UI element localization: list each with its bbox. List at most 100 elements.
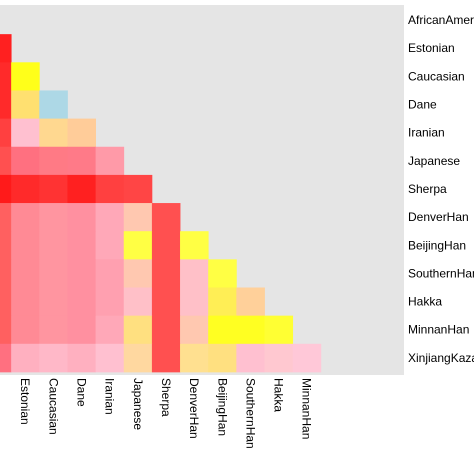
heatmap-cell-Sherpa-Japanese — [123, 174, 153, 204]
heatmap-cell-XinjiangKazak-Estonian — [11, 343, 40, 373]
heatmap-cell-Caucasian-Estonian — [11, 62, 40, 91]
col-label-MinnanHan: MinnanHan — [300, 378, 314, 439]
heatmap-cell-BeijingHan-Estonian — [11, 231, 40, 260]
heatmap-cell-SouthernHan-Iranian — [95, 259, 125, 288]
col-label-Caucasian: Caucasian — [46, 378, 60, 435]
heatmap-cell-Hakka-Estonian — [11, 287, 40, 317]
heatmap-cell-Iranian-Estonian — [11, 118, 40, 148]
heatmap-cell-DenverHan-Sherpa — [151, 203, 181, 232]
heatmap-cell-SouthernHan-Sherpa — [151, 259, 181, 288]
row-label-Sherpa: Sherpa — [408, 182, 447, 196]
heatmap-cell-Japanese-Iranian — [95, 146, 125, 176]
row-label-Iranian: Iranian — [408, 126, 445, 140]
heatmap-cell-XinjiangKazak-Dane — [67, 343, 96, 373]
row-label-Caucasian: Caucasian — [408, 69, 465, 83]
heatmap-cell-BeijingHan-Sherpa — [151, 231, 181, 260]
heatmap-cells — [0, 34, 322, 373]
heatmap-cell-MinnanHan-Dane — [67, 315, 96, 345]
heatmap-cell-Hakka-DenverHan — [180, 287, 209, 317]
heatmap-cell-DenverHan-Japanese — [123, 203, 153, 232]
heatmap-cell-MinnanHan-AfricanAmerican — [0, 315, 12, 345]
heatmap-cell-Iranian-Dane — [67, 118, 96, 148]
heatmap-cell-XinjiangKazak-Iranian — [95, 343, 125, 373]
heatmap-cell-DenverHan-Caucasian — [39, 203, 68, 232]
row-label-Dane: Dane — [408, 98, 437, 112]
heatmap-cell-MinnanHan-SouthernHan — [236, 315, 265, 345]
heatmap-cell-Iranian-AfricanAmerican — [0, 118, 12, 148]
heatmap-cell-BeijingHan-AfricanAmerican — [0, 231, 12, 260]
row-label-DenverHan: DenverHan — [408, 210, 469, 224]
col-label-SouthernHan: SouthernHan — [243, 378, 257, 449]
col-label-Estonian: Estonian — [18, 378, 32, 425]
heatmap-cell-Dane-AfricanAmerican — [0, 90, 12, 119]
heatmap-cell-BeijingHan-Caucasian — [39, 231, 68, 260]
heatmap-cell-BeijingHan-Japanese — [123, 231, 153, 260]
heatmap-cell-XinjiangKazak-SouthernHan — [236, 343, 265, 373]
heatmap-cell-SouthernHan-DenverHan — [180, 259, 209, 288]
heatmap-cell-MinnanHan-Iranian — [95, 315, 125, 345]
heatmap-cell-MinnanHan-Estonian — [11, 315, 40, 345]
heatmap-cell-Hakka-Caucasian — [39, 287, 68, 317]
heatmap-cell-BeijingHan-DenverHan — [180, 231, 209, 260]
col-label-Sherpa: Sherpa — [159, 378, 173, 417]
heatmap-cell-XinjiangKazak-Sherpa — [151, 343, 181, 373]
row-label-Estonian: Estonian — [408, 41, 455, 55]
col-label-Iranian: Iranian — [103, 378, 117, 415]
heatmap-cell-XinjiangKazak-Japanese — [123, 343, 153, 373]
heatmap-cell-MinnanHan-Sherpa — [151, 315, 181, 345]
heatmap-cell-Sherpa-Iranian — [95, 174, 125, 204]
heatmap-cell-Hakka-Dane — [67, 287, 96, 317]
row-label-AfricanAmerican: AfricanAmerican — [408, 13, 474, 27]
col-label-Hakka: Hakka — [272, 378, 286, 412]
heatmap-cell-Estonian-AfricanAmerican — [0, 34, 12, 63]
row-label-SouthernHan: SouthernHan — [408, 266, 474, 280]
heatmap-cell-XinjiangKazak-MinnanHan — [292, 343, 322, 373]
heatmap-cell-XinjiangKazak-DenverHan — [180, 343, 209, 373]
row-labels: AfricanAmerican Estonian Caucasian Dane Iran… — [408, 13, 474, 365]
heatmap-cell-XinjiangKazak-Caucasian — [39, 343, 68, 373]
heatmap-cell-DenverHan-Dane — [67, 203, 96, 232]
heatmap-cell-Japanese-Caucasian — [39, 146, 68, 176]
heatmap-cell-Iranian-Caucasian — [39, 118, 68, 148]
col-label-DenverHan: DenverHan — [187, 378, 201, 439]
row-label-BeijingHan: BeijingHan — [408, 238, 466, 252]
heatmap-cell-SouthernHan-Japanese — [123, 259, 153, 288]
heatmap-cell-Hakka-BeijingHan — [208, 287, 237, 317]
heatmap-cell-Hakka-Japanese — [123, 287, 153, 317]
heatmap-cell-Japanese-AfricanAmerican — [0, 146, 12, 176]
heatmap-cell-Sherpa-Caucasian — [39, 174, 68, 204]
heatmap-cell-XinjiangKazak-Hakka — [264, 343, 294, 373]
heatmap-cell-DenverHan-Estonian — [11, 203, 40, 232]
heatmap-cell-SouthernHan-BeijingHan — [208, 259, 237, 288]
heatmap-cell-SouthernHan-AfricanAmerican — [0, 259, 12, 288]
row-label-XinjiangKazak: XinjiangKazak — [408, 351, 474, 365]
heatmap-cell-BeijingHan-Iranian — [95, 231, 125, 260]
heatmap-cell-Hakka-AfricanAmerican — [0, 287, 12, 317]
heatmap-cell-MinnanHan-DenverHan — [180, 315, 209, 345]
heatmap-cell-Hakka-SouthernHan — [236, 287, 265, 317]
heatmap-cell-XinjiangKazak-AfricanAmerican — [0, 343, 12, 373]
heatmap-cell-Dane-Estonian — [11, 90, 40, 119]
col-label-Dane: Dane — [75, 378, 89, 407]
row-label-Japanese: Japanese — [408, 154, 460, 168]
heatmap-cell-MinnanHan-BeijingHan — [208, 315, 237, 345]
heatmap-cell-MinnanHan-Caucasian — [39, 315, 68, 345]
heatmap-cell-Caucasian-AfricanAmerican — [0, 62, 12, 91]
heatmap-cell-Sherpa-Dane — [67, 174, 96, 204]
heatmap-cell-XinjiangKazak-BeijingHan — [208, 343, 237, 373]
heatmap-cell-MinnanHan-Japanese — [123, 315, 153, 345]
heatmap-cell-Japanese-Estonian — [11, 146, 40, 176]
heatmap-cell-Dane-Caucasian — [39, 90, 68, 119]
heatmap-cell-SouthernHan-Caucasian — [39, 259, 68, 288]
heatmap-cell-Sherpa-Estonian — [11, 174, 40, 204]
heatmap-cell-Hakka-Sherpa — [151, 287, 181, 317]
heatmap-cell-SouthernHan-Estonian — [11, 259, 40, 288]
row-label-MinnanHan: MinnanHan — [408, 323, 469, 337]
row-label-Hakka: Hakka — [408, 295, 442, 309]
heatmap-cell-SouthernHan-Dane — [67, 259, 96, 288]
column-labels: Estonian Caucasian Dane Iranian Japanese Sher… — [18, 378, 314, 449]
heatmap-cell-BeijingHan-Dane — [67, 231, 96, 260]
heatmap-cell-Sherpa-AfricanAmerican — [0, 174, 12, 204]
heatmap-cell-DenverHan-Iranian — [95, 203, 125, 232]
